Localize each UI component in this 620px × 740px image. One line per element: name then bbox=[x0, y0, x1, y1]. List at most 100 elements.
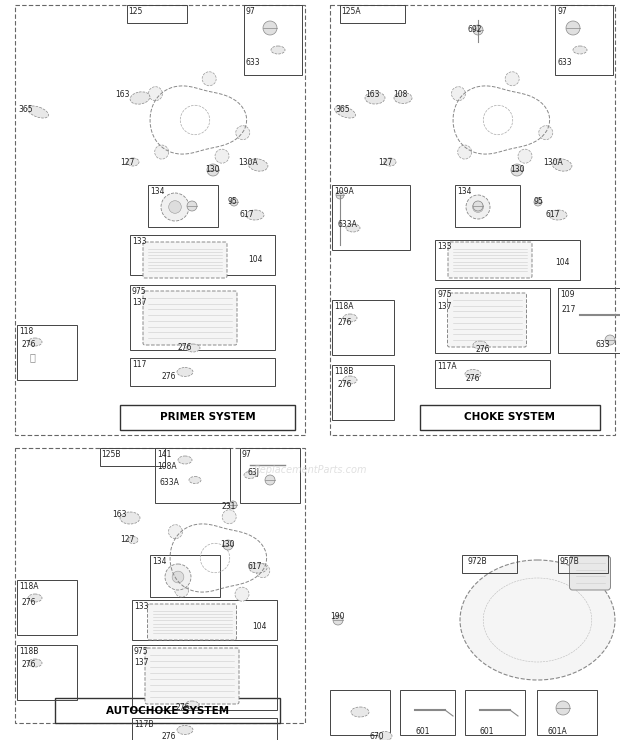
Circle shape bbox=[605, 335, 615, 345]
Bar bbox=[558, 555, 608, 573]
Circle shape bbox=[473, 25, 483, 35]
FancyBboxPatch shape bbox=[143, 242, 227, 278]
Text: 130: 130 bbox=[510, 165, 525, 174]
Circle shape bbox=[556, 701, 570, 715]
FancyBboxPatch shape bbox=[148, 604, 236, 640]
Text: 95: 95 bbox=[228, 197, 237, 206]
Bar bbox=[132, 718, 277, 740]
Text: 95: 95 bbox=[533, 197, 542, 206]
FancyBboxPatch shape bbox=[570, 556, 611, 590]
Bar bbox=[155, 448, 230, 503]
Bar bbox=[127, 5, 187, 23]
Text: 975: 975 bbox=[134, 647, 149, 656]
Circle shape bbox=[458, 145, 472, 159]
Circle shape bbox=[222, 510, 236, 524]
Text: 97: 97 bbox=[242, 450, 252, 459]
Bar bbox=[435, 360, 550, 388]
Circle shape bbox=[235, 587, 249, 601]
Text: 163: 163 bbox=[365, 90, 379, 99]
Bar bbox=[17, 645, 77, 700]
Text: 617: 617 bbox=[545, 210, 559, 219]
Circle shape bbox=[473, 201, 483, 211]
Ellipse shape bbox=[130, 92, 150, 104]
Text: 63J: 63J bbox=[248, 468, 260, 477]
Text: 692: 692 bbox=[468, 25, 482, 34]
Text: 137: 137 bbox=[132, 298, 146, 307]
FancyBboxPatch shape bbox=[143, 291, 237, 345]
Text: 118: 118 bbox=[19, 327, 33, 336]
Text: 🔧: 🔧 bbox=[30, 352, 36, 362]
Text: 130A: 130A bbox=[238, 158, 258, 167]
Text: 276: 276 bbox=[22, 660, 37, 669]
Text: 125A: 125A bbox=[341, 7, 361, 16]
Circle shape bbox=[566, 21, 580, 35]
Text: ReplacementParts.com: ReplacementParts.com bbox=[253, 465, 367, 475]
Bar bbox=[332, 300, 394, 355]
Text: 633: 633 bbox=[557, 58, 572, 67]
Text: 276: 276 bbox=[22, 598, 37, 607]
Circle shape bbox=[263, 21, 277, 35]
Ellipse shape bbox=[378, 732, 392, 740]
Bar bbox=[435, 240, 580, 280]
Text: 127: 127 bbox=[120, 535, 135, 544]
Text: 104: 104 bbox=[555, 258, 570, 267]
Text: 137: 137 bbox=[134, 658, 149, 667]
Circle shape bbox=[154, 145, 169, 159]
Bar bbox=[332, 365, 394, 420]
Text: 130: 130 bbox=[220, 540, 234, 549]
Text: 276: 276 bbox=[465, 374, 479, 383]
Text: 190: 190 bbox=[330, 612, 345, 621]
Circle shape bbox=[175, 583, 188, 597]
Circle shape bbox=[229, 501, 237, 509]
Text: 130A: 130A bbox=[543, 158, 563, 167]
Circle shape bbox=[165, 564, 191, 590]
Circle shape bbox=[511, 164, 523, 176]
Text: 617: 617 bbox=[248, 562, 262, 571]
Ellipse shape bbox=[178, 456, 192, 464]
Text: 957B: 957B bbox=[560, 557, 580, 566]
Text: 133: 133 bbox=[132, 237, 146, 246]
Circle shape bbox=[169, 525, 182, 539]
Text: 633: 633 bbox=[246, 58, 260, 67]
Text: 633A: 633A bbox=[338, 220, 358, 229]
Bar bbox=[17, 325, 77, 380]
Bar bbox=[330, 690, 390, 735]
Bar bbox=[120, 405, 295, 430]
Text: 137: 137 bbox=[437, 302, 451, 311]
Text: 276: 276 bbox=[475, 345, 490, 354]
Text: 134: 134 bbox=[457, 187, 471, 196]
FancyBboxPatch shape bbox=[145, 648, 239, 704]
Text: 109A: 109A bbox=[334, 187, 354, 196]
Text: 118A: 118A bbox=[19, 582, 38, 591]
Text: 130: 130 bbox=[205, 165, 219, 174]
Text: 117A: 117A bbox=[437, 362, 456, 371]
Circle shape bbox=[207, 164, 219, 176]
Bar bbox=[130, 285, 275, 350]
Bar bbox=[465, 690, 525, 735]
Ellipse shape bbox=[28, 338, 42, 346]
Ellipse shape bbox=[127, 158, 139, 166]
Bar bbox=[455, 185, 520, 227]
Text: 276: 276 bbox=[22, 340, 37, 349]
Ellipse shape bbox=[365, 92, 385, 104]
Bar bbox=[55, 698, 280, 723]
Ellipse shape bbox=[473, 341, 487, 349]
Text: 97: 97 bbox=[557, 7, 567, 16]
Ellipse shape bbox=[177, 725, 193, 735]
Text: 133: 133 bbox=[134, 602, 149, 611]
Ellipse shape bbox=[343, 314, 357, 322]
Bar bbox=[130, 358, 275, 386]
Text: 163: 163 bbox=[115, 90, 130, 99]
Ellipse shape bbox=[128, 536, 138, 543]
Circle shape bbox=[215, 149, 229, 164]
Bar bbox=[462, 555, 517, 573]
Bar bbox=[400, 690, 455, 735]
Text: 601A: 601A bbox=[548, 727, 568, 736]
Ellipse shape bbox=[186, 344, 200, 352]
Bar bbox=[150, 555, 220, 597]
Circle shape bbox=[202, 72, 216, 86]
Text: 118B: 118B bbox=[334, 367, 353, 376]
Text: 134: 134 bbox=[152, 557, 167, 566]
Ellipse shape bbox=[460, 560, 615, 680]
Text: 109: 109 bbox=[560, 290, 575, 299]
